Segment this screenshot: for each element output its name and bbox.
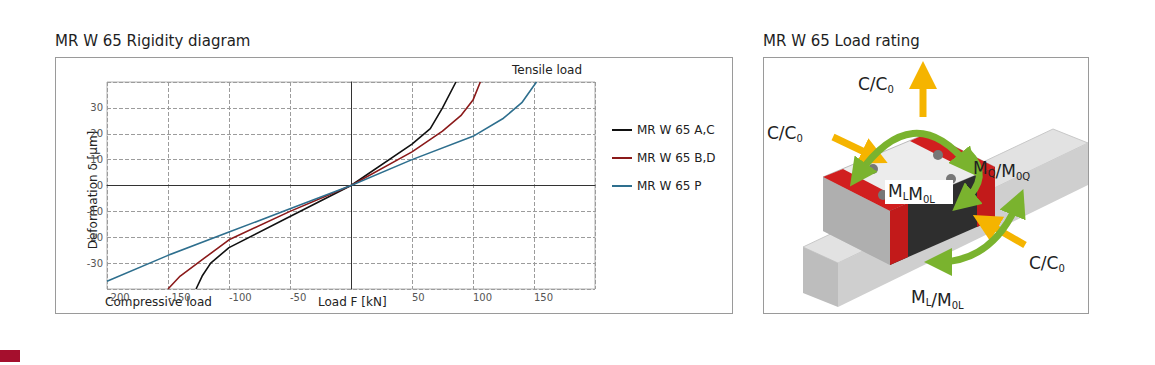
svg-text:C/C0: C/C0 bbox=[1029, 253, 1065, 274]
svg-text:Compressive load: Compressive load bbox=[105, 295, 212, 309]
svg-text:20: 20 bbox=[90, 128, 103, 139]
svg-text:-30: -30 bbox=[87, 258, 103, 269]
svg-text:100: 100 bbox=[473, 292, 492, 303]
svg-text:-50: -50 bbox=[290, 292, 306, 303]
svg-text:0: 0 bbox=[97, 180, 103, 191]
svg-text:MR W 65 P: MR W 65 P bbox=[637, 179, 702, 193]
svg-text:-10: -10 bbox=[87, 206, 103, 217]
svg-text:C/C0: C/C0 bbox=[767, 123, 803, 144]
svg-text:MLM0L: MLM0L bbox=[888, 181, 935, 205]
svg-text:MQ/M0Q: MQ/M0Q bbox=[973, 158, 1030, 182]
svg-text:ML/M0L: ML/M0L bbox=[911, 287, 964, 311]
svg-text:-200: -200 bbox=[107, 292, 130, 303]
svg-text:Tensile load: Tensile load bbox=[511, 63, 582, 77]
svg-text:C/C0: C/C0 bbox=[858, 74, 894, 95]
svg-text:-20: -20 bbox=[87, 232, 103, 243]
html-text:MR W 65 Rigidity diagram: MR W 65 Rigidity diagram bbox=[55, 32, 251, 50]
svg-text:MR W 65 B,D: MR W 65 B,D bbox=[637, 151, 716, 165]
svg-text:150: 150 bbox=[534, 292, 553, 303]
html-text:MR W 65 Load rating: MR W 65 Load rating bbox=[763, 32, 920, 50]
svg-text:30: 30 bbox=[90, 102, 103, 113]
svg-text:10: 10 bbox=[90, 154, 103, 165]
svg-text:50: 50 bbox=[412, 292, 425, 303]
svg-text:-100: -100 bbox=[229, 292, 252, 303]
svg-text:-150: -150 bbox=[168, 292, 191, 303]
svg-text:MR W 65 A,C: MR W 65 A,C bbox=[637, 123, 715, 137]
svg-text:Load F [kN]: Load F [kN] bbox=[318, 295, 387, 309]
